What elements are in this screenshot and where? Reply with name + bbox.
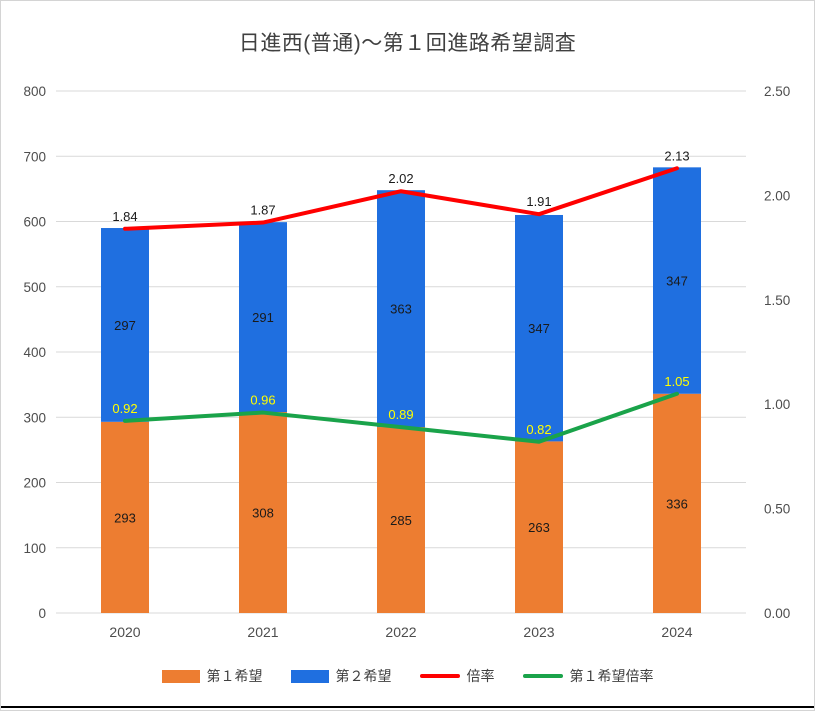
left-axis-tick: 600 — [23, 215, 46, 230]
left-axis-tick: 800 — [23, 84, 46, 99]
line-label: 1.05 — [664, 374, 689, 389]
x-axis-label: 2022 — [385, 624, 416, 640]
bar-label: 291 — [252, 310, 274, 325]
left-axis-tick: 700 — [23, 149, 46, 164]
left-axis-tick: 400 — [23, 345, 46, 360]
left-axis-tick: 500 — [23, 280, 46, 295]
chart-title: 日進西(普通)～第１回進路希望調査 — [238, 32, 577, 55]
left-axis-tick: 300 — [23, 410, 46, 425]
bar-label: 336 — [666, 496, 688, 511]
bar-label: 308 — [252, 506, 274, 521]
line-label: 1.91 — [526, 194, 551, 209]
right-axis-tick: 0.50 — [764, 502, 790, 517]
bar-segment[interactable] — [101, 228, 149, 422]
bar-segment[interactable] — [239, 412, 287, 613]
bar-segment[interactable] — [653, 393, 701, 613]
right-axis-tick: 2.00 — [764, 188, 790, 203]
bar-segment[interactable] — [653, 167, 701, 394]
bar-label: 263 — [528, 520, 550, 535]
right-axis-tick: 2.50 — [764, 84, 790, 99]
right-axis-tick: 0.00 — [764, 606, 790, 621]
bar-segment[interactable] — [101, 421, 149, 613]
right-axis-tick: 1.50 — [764, 293, 790, 308]
bar-segment[interactable] — [515, 441, 563, 613]
x-axis-label: 2021 — [247, 624, 278, 640]
legend-item[interactable]: 倍率 — [419, 666, 495, 686]
left-axis-tick: 100 — [23, 541, 46, 556]
bar-segment[interactable] — [515, 214, 563, 442]
legend-item[interactable]: 第２希望 — [290, 666, 392, 686]
legend-bar-swatch — [290, 669, 329, 683]
legend-label: 第１希望 — [206, 668, 263, 684]
line-label: 0.92 — [112, 401, 137, 416]
legend: 第１希望 第２希望 倍率 第１希望倍率 — [1, 666, 814, 686]
bottom-divider — [1, 706, 814, 708]
line-label: 1.87 — [250, 203, 275, 218]
line-label: 0.96 — [250, 393, 275, 408]
legend-bar-swatch — [161, 669, 200, 683]
right-axis-tick: 1.00 — [764, 397, 790, 412]
legend-item[interactable]: 第１希望倍率 — [522, 666, 654, 686]
x-axis-label: 2023 — [523, 624, 554, 640]
line-label: 2.02 — [388, 171, 413, 186]
line-series[interactable] — [123, 391, 679, 444]
left-axis-tick: 0 — [38, 606, 46, 621]
bar-label: 347 — [528, 321, 550, 336]
bar-segment[interactable] — [377, 427, 425, 613]
legend-label: 第２希望 — [335, 668, 392, 684]
bar-label: 297 — [114, 318, 136, 333]
line-label: 1.84 — [112, 209, 137, 224]
line-label: 0.89 — [388, 407, 413, 422]
x-axis-label: 2020 — [109, 624, 140, 640]
legend-line-swatch — [419, 674, 460, 678]
bar-label: 285 — [390, 513, 412, 528]
bar-label: 347 — [666, 274, 688, 289]
line-label: 2.13 — [664, 148, 689, 163]
bar-label: 363 — [390, 302, 412, 317]
legend-label: 倍率 — [466, 668, 495, 684]
bar-segment[interactable] — [377, 190, 425, 428]
left-axis-tick: 200 — [23, 476, 46, 491]
line-series[interactable] — [123, 166, 679, 231]
legend-line-swatch — [522, 674, 563, 678]
legend-item[interactable]: 第１希望 — [161, 666, 263, 686]
line-label: 0.82 — [526, 422, 551, 437]
bar-label: 293 — [114, 510, 136, 525]
legend-label: 第１希望倍率 — [569, 668, 654, 684]
bar-segment[interactable] — [239, 222, 287, 413]
x-axis-label: 2024 — [661, 624, 692, 640]
